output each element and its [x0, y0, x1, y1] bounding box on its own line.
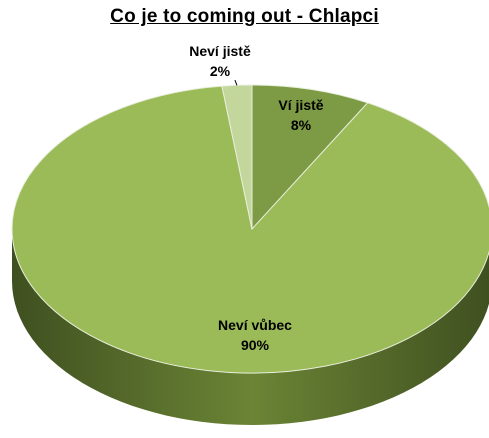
pie-label-nevi-vubec: Neví vůbec 90% [218, 317, 292, 353]
slice-category-label: Neví jistě [189, 43, 251, 59]
pie-label-nevi-jiste: Neví jistě 2% [189, 43, 251, 79]
slice-category-label: Ví jistě [278, 97, 323, 113]
pie-label-vi-jiste: Ví jistě 8% [278, 97, 323, 133]
pie-leader-layer [234, 79, 238, 86]
leader-line-nevi-jiste [234, 79, 238, 86]
slice-value-label: 8% [291, 117, 312, 133]
chart-title: Co je to coming out - Chlapci [110, 6, 379, 27]
pie-slice-nevi-jiste [221, 84, 253, 230]
pie-label-layer: Ví jistě 8% Neví vůbec 90% Neví jistě 2% [189, 43, 324, 353]
pie-slice-vi-jiste [251, 84, 369, 231]
pie-slice-nevi-vubec [11, 85, 489, 374]
pie-side-layer [12, 229, 489, 425]
pie-side-wall [12, 229, 489, 425]
slice-value-label: 90% [241, 337, 270, 353]
slice-category-label: Neví vůbec [218, 317, 292, 333]
pie-top-layer [11, 84, 489, 374]
slice-value-label: 2% [210, 63, 231, 79]
